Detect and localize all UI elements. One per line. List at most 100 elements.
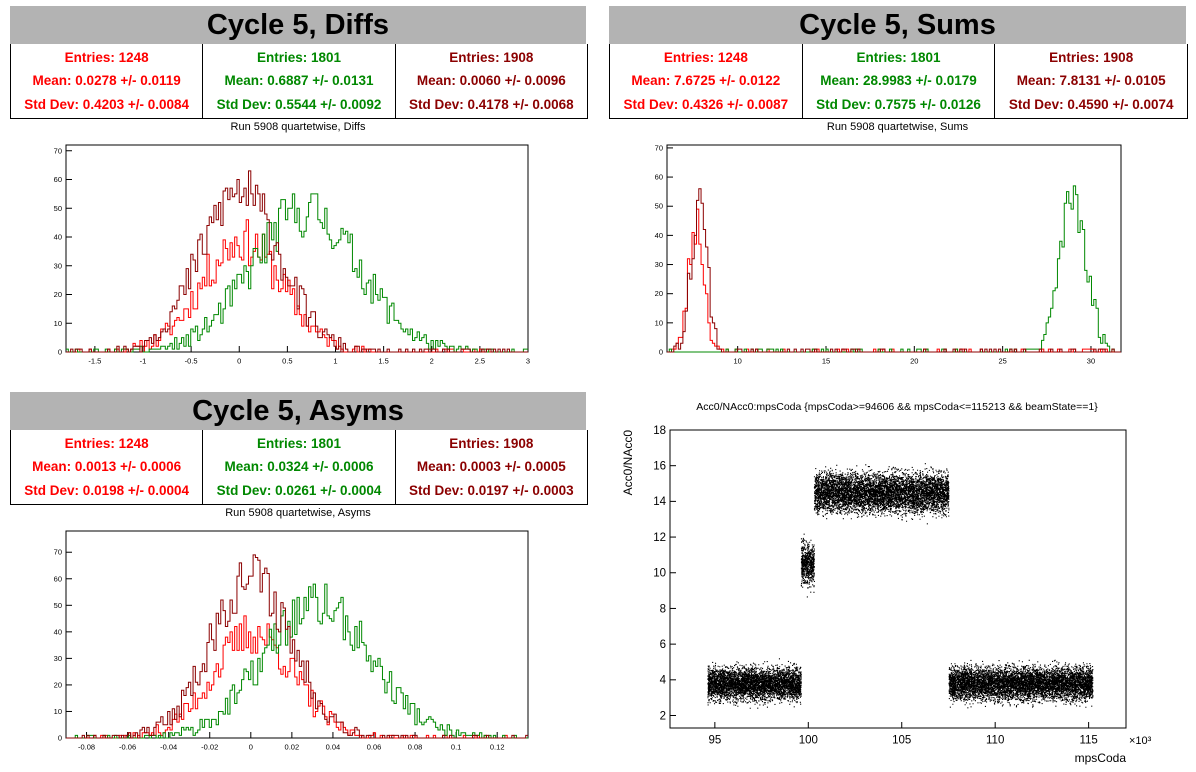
stat-entries: Entries: 1801	[256, 50, 342, 66]
asyms-stats-red: Entries: 1248 Mean: 0.0013 +/- 0.0006 St…	[11, 430, 204, 504]
asyms-stats-darkred: Entries: 1908 Mean: 0.0003 +/- 0.0005 St…	[396, 430, 587, 504]
stat-mean: Mean: 7.8131 +/- 0.0105	[1016, 73, 1166, 89]
histogram-series-1	[667, 185, 1121, 353]
x-axis-label: mpsCoda	[1075, 751, 1127, 765]
y-tick-label: 50	[54, 204, 62, 213]
y-tick-label: 16	[653, 461, 666, 473]
y-tick-label: 12	[653, 532, 666, 544]
stat-mean: Mean: 28.9983 +/- 0.0179	[820, 73, 977, 89]
x-tick-label: 0.06	[367, 743, 382, 752]
y-tick-label: 30	[54, 261, 62, 270]
stat-mean: Mean: 0.0324 +/- 0.0006	[224, 459, 374, 475]
x-tick-label: 10	[733, 357, 741, 366]
x-tick-label: 115	[1079, 735, 1097, 747]
histogram-series-2	[66, 554, 528, 739]
x-tick-label: 25	[998, 357, 1006, 366]
stat-mean: Mean: 0.0278 +/- 0.0119	[32, 73, 181, 89]
scatter-title: Acc0/NAcc0:mpsCoda {mpsCoda>=94606 && mp…	[696, 401, 1098, 413]
plot-frame	[666, 144, 1122, 353]
x-tick-label: -0.06	[119, 743, 136, 752]
x-tick-label: 0	[237, 357, 241, 366]
stat-entries: Entries: 1801	[856, 50, 941, 66]
x-tick-label: -0.02	[201, 743, 218, 752]
y-axis-label: Acc0/NAcc0	[621, 430, 635, 496]
y-tick-label: 18	[653, 425, 666, 437]
y-tick-label: 20	[655, 289, 663, 298]
y-tick-label: 10	[655, 318, 663, 327]
x-tick-label: -1	[140, 357, 147, 366]
x-tick-label: 20	[910, 357, 918, 366]
y-tick-label: 10	[653, 568, 666, 580]
y-tick-label: 6	[660, 639, 666, 651]
sums-stats-red: Entries: 1248 Mean: 7.6725 +/- 0.0122 St…	[610, 44, 803, 118]
asyms-stats-box: Entries: 1248 Mean: 0.0013 +/- 0.0006 St…	[10, 430, 588, 505]
diffs-subtitle: Run 5908 quartetwise, Diffs	[230, 121, 366, 133]
y-tick-label: 50	[655, 202, 663, 211]
diffs-stats-green: Entries: 1801 Mean: 0.6887 +/- 0.0131 St…	[203, 44, 396, 118]
x-tick-label: 15	[822, 357, 830, 366]
x-tick-label: 0.02	[285, 743, 300, 752]
y-tick-label: 70	[54, 548, 62, 557]
y-tick-label: 40	[655, 231, 663, 240]
diffs-title: Cycle 5, Diffs	[10, 6, 586, 44]
y-tick-label: 2	[660, 710, 666, 722]
x-tick-label: 100	[799, 735, 818, 747]
scatter-plot: 95 100 105 110 115 2 4 6 8 10 12 14 16 18 mpsCoda×10³ A…	[621, 425, 1152, 765]
x-tick-label: 0.5	[282, 357, 292, 366]
histogram-series-2	[66, 170, 528, 353]
y-tick-label: 30	[655, 260, 663, 269]
stat-std: Std Dev: 0.4203 +/- 0.0084	[24, 96, 190, 112]
plot-frame	[65, 530, 529, 739]
histogram-series-0	[667, 208, 1121, 353]
x-tick-label: 3	[526, 357, 530, 366]
sums-title: Cycle 5, Sums	[609, 6, 1186, 44]
y-tick-label: 20	[54, 680, 62, 689]
y-tick-label: 0	[659, 348, 663, 357]
x-tick-label: -0.08	[78, 743, 95, 752]
stat-std: Std Dev: 0.4326 +/- 0.0087	[623, 96, 789, 112]
stat-entries: Entries: 1908	[449, 50, 534, 66]
scatter-points	[707, 463, 1094, 709]
x-tick-label: 2.5	[475, 357, 485, 366]
stat-std: Std Dev: 0.4590 +/- 0.0074	[1008, 96, 1174, 112]
diffs-stats-red: Entries: 1248 Mean: 0.0278 +/- 0.0119 St…	[11, 44, 204, 118]
histogram-series-2	[667, 188, 1121, 353]
y-tick-label: 60	[54, 574, 62, 583]
plot-frame	[65, 144, 529, 353]
x-tick-label: 110	[986, 735, 1004, 747]
x-tick-label: 95	[708, 735, 721, 747]
y-tick-label: 0	[58, 734, 62, 743]
stat-std: Std Dev: 0.0198 +/- 0.0004	[24, 482, 190, 498]
stat-entries: Entries: 1248	[64, 436, 149, 452]
sums-subtitle: Run 5908 quartetwise, Sums	[826, 121, 969, 133]
y-tick-label: 4	[660, 675, 667, 687]
y-tick-label: 20	[54, 290, 62, 299]
x-multiplier-label: ×10³	[1129, 735, 1152, 747]
x-tick-label: 30	[1087, 357, 1095, 366]
stat-entries: Entries: 1248	[64, 50, 149, 66]
stat-entries: Entries: 1908	[449, 436, 534, 452]
asyms-subtitle: Run 5908 quartetwise, Asyms	[225, 507, 371, 519]
stat-entries: Entries: 1908	[1049, 50, 1134, 66]
sums-stats-darkred: Entries: 1908 Mean: 7.8131 +/- 0.0105 St…	[995, 44, 1187, 118]
x-tick-label: -0.5	[185, 357, 198, 366]
y-tick-label: 30	[54, 654, 62, 663]
histogram-series-1	[66, 583, 528, 739]
stat-std: Std Dev: 0.0197 +/- 0.0003	[408, 482, 574, 498]
stat-std: Std Dev: 0.4178 +/- 0.0068	[408, 96, 574, 112]
x-tick-label: 0.1	[451, 743, 461, 752]
diffs-stats-box: Entries: 1248 Mean: 0.0278 +/- 0.0119 St…	[10, 44, 588, 119]
asyms-histogram: -0.08 -0.06 -0.04 -0.02 0 0.02 0.04 0.06 0.08 0.1…	[54, 530, 529, 752]
y-tick-label: 60	[54, 175, 62, 184]
x-tick-label: 0.08	[408, 743, 423, 752]
x-tick-label: -0.04	[160, 743, 177, 752]
stat-std: Std Dev: 0.7575 +/- 0.0126	[816, 96, 981, 112]
y-tick-label: 8	[660, 603, 666, 615]
sums-stats-green: Entries: 1801 Mean: 28.9983 +/- 0.0179 S…	[803, 44, 996, 118]
x-tick-label: 1	[333, 357, 337, 366]
y-tick-label: 0	[58, 348, 62, 357]
y-tick-label: 10	[54, 319, 62, 328]
sums-histogram: 10 15 20 25 30 0 10 20 30 40 50 60 70	[655, 143, 1122, 366]
sums-stats-box: Entries: 1248 Mean: 7.6725 +/- 0.0122 St…	[609, 44, 1188, 119]
